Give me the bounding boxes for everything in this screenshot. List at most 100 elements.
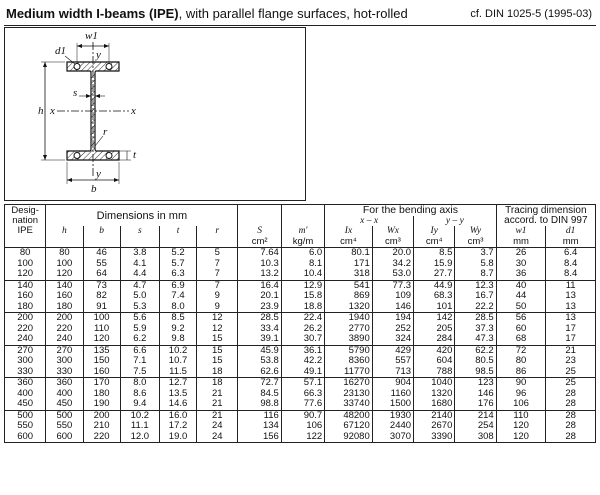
table-cell: 176 <box>454 399 497 410</box>
table-cell: 8.7 <box>454 269 497 280</box>
table-cell: 4.1 <box>119 258 160 269</box>
header-h: h <box>45 226 84 237</box>
table-cell: 330 <box>3 366 47 378</box>
table-cell: 11 <box>545 279 596 291</box>
table-cell: 28.5 <box>237 312 282 324</box>
header-row-3: IPE h b s t r S m' Ix Wx Iy Wy w1 d1 <box>3 226 596 237</box>
table-cell: 360 <box>45 377 84 389</box>
table-cell: 23 <box>545 356 596 367</box>
table-cell: 53.8 <box>237 356 282 367</box>
header-t: t <box>158 226 198 237</box>
table-cell: 3070 <box>371 431 415 443</box>
title-rest: , with parallel flange surfaces, hot-rol… <box>178 6 408 21</box>
table-cell: 146 <box>454 388 497 399</box>
table-cell: 13 <box>545 301 596 313</box>
table-cell: 13 <box>545 312 596 324</box>
table-cell: 1040 <box>413 377 456 389</box>
table-cell: 5.6 <box>119 312 160 324</box>
table-cell: 360 <box>3 377 47 389</box>
table-cell: 142 <box>413 312 456 324</box>
table-cell: 9 <box>196 301 239 313</box>
table-cell: 106 <box>495 399 547 410</box>
table-cell: 17 <box>545 323 596 334</box>
table-cell: 22.2 <box>454 301 497 313</box>
table-cell: 6.2 <box>119 334 160 345</box>
table-row: 140 140 73 4.7 6.9 7 16.4 12.9 541 77.3 44.9 12.3 40… <box>3 279 596 291</box>
header-row-2: x – x y – y <box>5 215 596 226</box>
table-cell: 5 <box>196 247 239 259</box>
table-cell: 120 <box>3 269 47 280</box>
table-cell: 8.5 <box>413 247 456 259</box>
table-cell: 550 <box>45 421 84 432</box>
table-cell: 1680 <box>413 399 456 410</box>
table-cell: 904 <box>371 377 415 389</box>
header-s: s <box>119 226 160 237</box>
standard-reference: cf. DIN 1025-5 (1995-03) <box>470 8 592 20</box>
header-Ix: Ix <box>324 226 373 237</box>
table-cell: 16270 <box>324 377 373 389</box>
table-cell: 9 <box>196 291 239 302</box>
table-cell: 13.2 <box>237 269 282 280</box>
table-cell: 12.7 <box>158 377 198 389</box>
header-units-row: cm² kg/m cm⁴ cm³ cm⁴ cm³ mm mm <box>3 236 596 248</box>
table-cell: 869 <box>324 291 373 302</box>
table-row: 220 220 110 5.9 9.2 12 33.4 26.2 2770 252 205 37.3 6… <box>3 323 596 334</box>
table-cell: 150 <box>82 356 121 367</box>
table-cell: 67120 <box>324 421 373 432</box>
ipe-dimension-table: Desig-nation Dimensions in mm For the be… <box>3 204 597 443</box>
table-cell: 80.5 <box>454 356 497 367</box>
table-cell: 100 <box>82 312 121 324</box>
table-cell: 8.6 <box>119 388 160 399</box>
table-cell: 20.1 <box>237 291 282 302</box>
table-cell: 77.6 <box>280 399 326 410</box>
label-w1: w1 <box>85 30 98 42</box>
table-cell: 101 <box>413 301 456 313</box>
table-cell: 220 <box>82 431 121 443</box>
table-cell: 5.0 <box>119 291 160 302</box>
table-cell: 109 <box>371 291 415 302</box>
unit-Wy: cm³ <box>454 236 497 248</box>
header-bending-axis: For the bending axis <box>324 204 497 216</box>
table-cell: 156 <box>237 431 282 443</box>
table-cell: 28.5 <box>454 312 497 324</box>
table-cell: 44 <box>495 291 547 302</box>
table-cell: 46 <box>82 247 121 259</box>
table-cell: 3890 <box>324 334 373 345</box>
table-cell: 146 <box>371 301 415 313</box>
header-d1: d1 <box>545 226 596 237</box>
table-cell: 21 <box>545 344 596 356</box>
header-designation: Desig-nation <box>3 204 47 226</box>
table-row: 600 600 220 12.0 19.0 24 156 122 92080 3070 3390 30… <box>3 431 596 443</box>
table-cell: 788 <box>413 366 456 378</box>
header-ipe: IPE <box>3 226 47 237</box>
title-bar: Medium width I-beams (IPE), with paralle… <box>4 3 596 26</box>
table-cell: 300 <box>3 356 47 367</box>
table-cell: 8.0 <box>158 301 198 313</box>
table-cell: 8.1 <box>280 258 326 269</box>
table-cell: 33740 <box>324 399 373 410</box>
label-d1: d1 <box>55 45 66 57</box>
unit-d1: mm <box>545 236 596 248</box>
table-row: 180 180 91 5.3 8.0 9 23.9 18.8 1320 146 101 22.2 50 1… <box>3 301 596 313</box>
page-title: Medium width I-beams (IPE), with paralle… <box>6 6 408 21</box>
table-cell: 15 <box>196 334 239 345</box>
table-cell: 3.7 <box>454 247 497 259</box>
table-row: 120 120 64 4.4 6.3 7 13.2 10.4 318 53.0 27.7 8.7 36 8… <box>3 269 596 280</box>
table-cell: 26.2 <box>280 323 326 334</box>
table-cell: 90.7 <box>280 409 326 421</box>
table-row: 160 160 82 5.0 7.4 9 20.1 15.8 869 109 68.3 16.7 44 1… <box>3 291 596 302</box>
table-cell: 160 <box>45 291 84 302</box>
table-cell: 28 <box>545 409 596 421</box>
table-cell: 92080 <box>324 431 373 443</box>
header-m: m' <box>280 226 326 237</box>
table-cell: 6.6 <box>119 344 160 356</box>
table-cell: 53.0 <box>371 269 415 280</box>
table-cell: 5.8 <box>454 258 497 269</box>
unit-S: cm² <box>237 236 282 248</box>
table-cell: 66.3 <box>280 388 326 399</box>
table-cell: 37.3 <box>454 323 497 334</box>
table-cell: 25 <box>545 377 596 389</box>
table-body: 80 80 46 3.8 5.2 5 7.64 6.0 80.1 20.0 8.5 3.7 26 6.4 1… <box>3 247 596 443</box>
table-cell: 24 <box>196 431 239 443</box>
table-cell: 18 <box>196 377 239 389</box>
